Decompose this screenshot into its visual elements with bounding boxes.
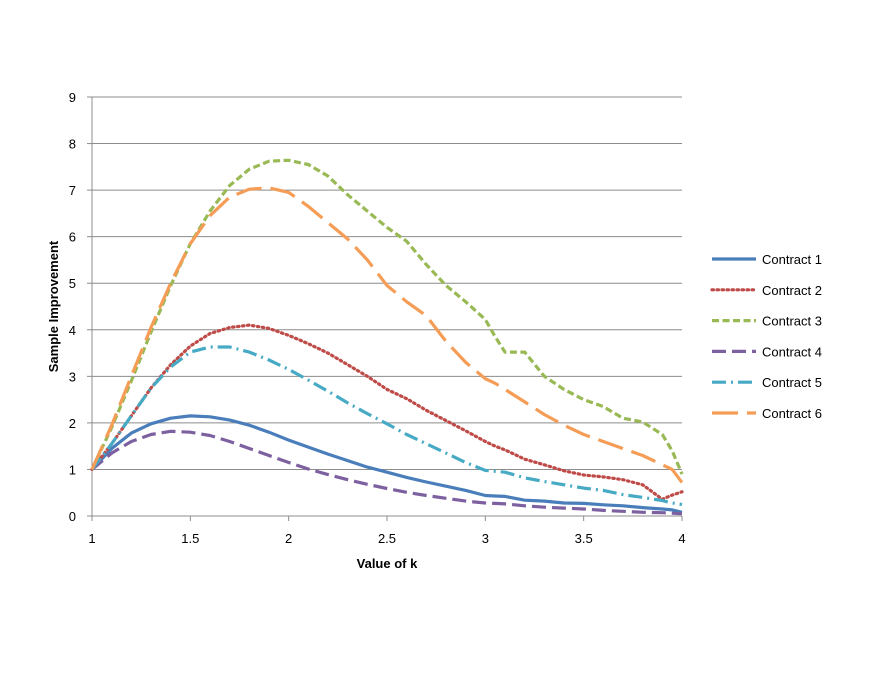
y-tick-label: 4 bbox=[69, 323, 76, 338]
legend-label-contract-5: Contract 5 bbox=[762, 375, 822, 390]
series-layer bbox=[90, 158, 684, 516]
y-tick-label: 8 bbox=[69, 137, 76, 152]
y-tick-label: 7 bbox=[69, 183, 76, 198]
series-line-contract-2 bbox=[90, 323, 684, 501]
y-tick-label: 6 bbox=[69, 230, 76, 245]
x-tick-label: 1.5 bbox=[181, 531, 199, 546]
x-tick-label: 2.5 bbox=[378, 531, 396, 546]
x-axis-title: Value of k bbox=[357, 556, 418, 571]
series-line-contract-3 bbox=[90, 158, 684, 475]
series-line-contract-4 bbox=[90, 429, 683, 516]
series-line-contract-1 bbox=[90, 414, 683, 514]
y-tick-label: 2 bbox=[69, 416, 76, 431]
x-tick-label: 3.5 bbox=[575, 531, 593, 546]
x-tick-label: 4 bbox=[678, 531, 685, 546]
y-tick-label: 1 bbox=[69, 462, 76, 477]
legend-label-contract-4: Contract 4 bbox=[762, 344, 822, 359]
legend-label-contract-1: Contract 1 bbox=[762, 252, 822, 267]
legend-label-contract-3: Contract 3 bbox=[762, 314, 822, 329]
y-tick-label: 0 bbox=[69, 509, 76, 524]
y-tick-label: 9 bbox=[69, 90, 76, 105]
legend: Contract 1 Contract 2 Contract 3 Contract 4… bbox=[710, 252, 822, 421]
x-tick-label: 1 bbox=[88, 531, 95, 546]
legend-label-contract-6: Contract 6 bbox=[762, 406, 822, 421]
x-tick-label: 2 bbox=[285, 531, 292, 546]
y-tick-label: 3 bbox=[69, 369, 76, 384]
y-axis-title: Sample Improvement bbox=[46, 240, 61, 372]
series-line-contract-5 bbox=[90, 345, 683, 506]
series-line-contract-6 bbox=[90, 186, 684, 484]
x-tick-label: 3 bbox=[482, 531, 489, 546]
axes bbox=[87, 96, 683, 521]
legend-label-contract-2: Contract 2 bbox=[762, 283, 822, 298]
y-tick-label: 5 bbox=[69, 276, 76, 291]
